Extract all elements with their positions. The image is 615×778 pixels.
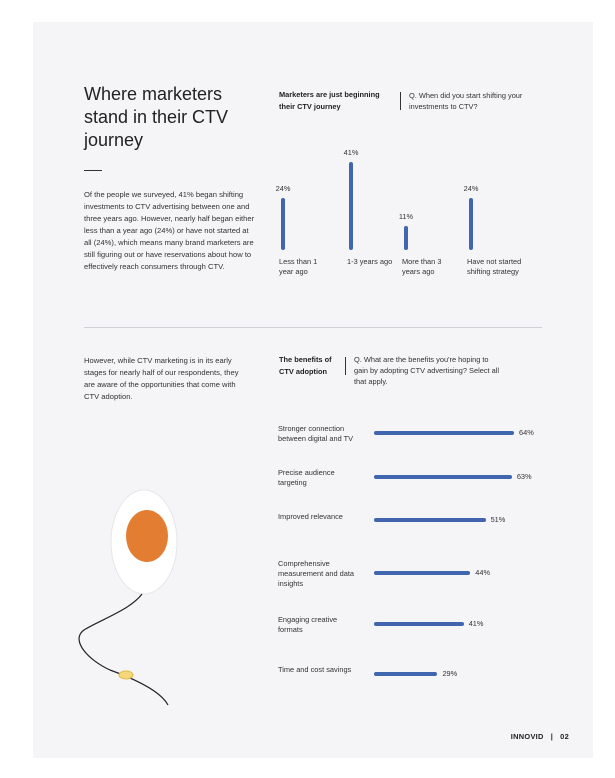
hbar-category-label: Stronger connection between digital and … (278, 424, 354, 443)
vbar (404, 226, 408, 250)
vbar-value-label: 24% (275, 184, 291, 194)
hbar (374, 475, 512, 479)
vbar-category-label: Have not started shifting strategy (467, 257, 522, 276)
egg-cable-illustration (78, 489, 178, 706)
hbar-value-label: 63% (516, 472, 532, 481)
hbar-value-label: 51% (490, 515, 506, 524)
footer-page-number: 02 (560, 732, 569, 741)
section-divider (84, 327, 542, 328)
hbar-value-label: 29% (442, 669, 458, 678)
cable-plug (118, 670, 134, 680)
section1-question: Q. When did you start shifting your inve… (409, 91, 523, 111)
footer: INNOVID | 02 (511, 732, 569, 741)
vbar-value-label: 24% (463, 184, 479, 194)
hbar-category-label: Time and cost savings (278, 665, 352, 674)
vbar (349, 162, 353, 250)
vbar-category-label: Less than 1 year ago (279, 257, 318, 276)
hbar-category-label: Comprehensive measurement and data insig… (278, 559, 355, 588)
hbar-category-label: Engaging creative formats (278, 615, 338, 634)
hbar-category-label: Improved relevance (278, 512, 343, 521)
page-title: Where marketers stand in their CTV journ… (84, 84, 229, 150)
title-divider (84, 170, 102, 171)
hbar (374, 622, 464, 626)
hbar (374, 431, 514, 435)
hbar-value-label: 44% (475, 568, 491, 577)
vbar-value-label: 41% (343, 148, 359, 157)
vbar (281, 198, 285, 250)
hbar-category-label: Precise audience targeting (278, 468, 335, 487)
vbar-category-label: 1-3 years ago (347, 257, 393, 266)
hbar (374, 571, 471, 575)
section2-separator (345, 357, 346, 375)
vbar (469, 198, 473, 250)
cable-line (78, 593, 169, 706)
footer-separator: | (550, 732, 554, 741)
section2-question: Q. What are the benefits you're hoping t… (354, 355, 500, 386)
footer-brand: INNOVID (510, 732, 544, 741)
page-background (33, 22, 593, 758)
egg-yolk-shape (126, 510, 168, 562)
vbar-value-label: 11% (398, 212, 414, 222)
second-paragraph: However, while CTV marketing is in its e… (84, 356, 239, 401)
vbar-category-label: More than 3 years ago (402, 257, 442, 276)
hbar (374, 672, 438, 676)
hbar-value-label: 64% (519, 428, 534, 437)
section1-separator (400, 92, 401, 110)
intro-paragraph: Of the people we surveyed, 41% began shi… (84, 190, 255, 271)
hbar-value-label: 41% (468, 619, 484, 628)
section1-heading: Marketers are just beginning their CTV j… (279, 90, 380, 111)
hbar (374, 518, 486, 522)
section2-heading: The benefits of CTV adoption (279, 355, 332, 376)
